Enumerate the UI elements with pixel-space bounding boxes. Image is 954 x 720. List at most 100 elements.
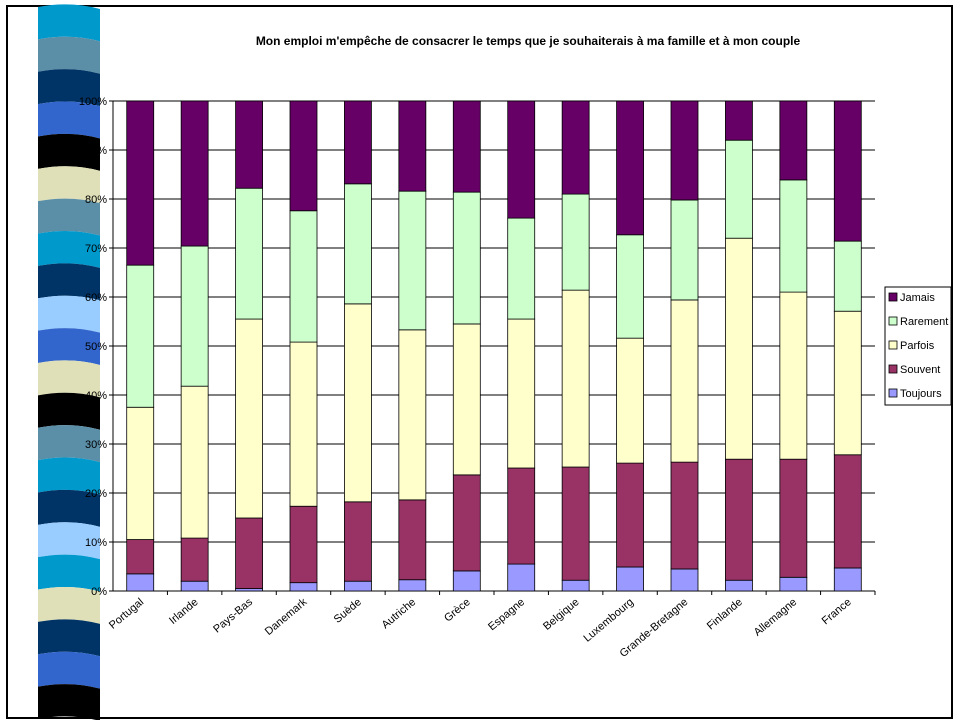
bar-segment [779,100,808,181]
bar-segment [289,100,318,212]
y-tick-label: 50% [85,341,107,353]
strip-band [38,4,100,42]
y-tick-label: 70% [85,243,107,255]
strip-band [38,684,100,720]
decorative-strip [38,4,100,720]
bar-segment [833,240,862,312]
bar-segment [833,454,862,569]
bar-segment [779,179,808,293]
bar-segment [398,579,427,592]
bar-segment [126,573,155,592]
bar-segment [507,217,536,320]
bar-segment [126,539,155,575]
bar-segment [561,579,590,592]
bar-segment [561,100,590,195]
bar-segment [833,567,862,592]
bar-segment [725,100,753,141]
bar-segment [725,458,753,581]
bar-segment [779,576,808,592]
legend-label: Toujours [900,388,942,400]
bar-segment [180,245,209,387]
bar-segment [779,291,808,460]
bar-segment [126,100,155,266]
legend-label: Parfois [900,340,935,352]
strip-band [38,295,100,333]
y-tick-label: 30% [85,439,107,451]
y-tick-label: 0% [91,586,107,598]
legend-label: Jamais [900,292,935,304]
strip-band [38,360,100,398]
bar-segment [344,580,372,592]
bar-segment [344,303,372,503]
y-tick-label: 20% [85,488,107,500]
bar-segment [180,580,209,592]
bar-segment [235,100,263,189]
bar-segment [344,183,372,305]
legend-swatch [888,292,898,302]
bar-segment [670,299,699,463]
bar-segment [507,563,536,592]
strip-band [38,522,100,560]
strip-band [38,230,100,268]
bar-segment [833,310,862,456]
bar-segment [126,264,155,408]
y-tick-label: 10% [85,537,107,549]
bar-segment [561,289,590,468]
bar-segment [616,566,644,592]
bar-segment [180,537,209,582]
strip-band [38,392,100,430]
bar-segment [452,323,481,476]
strip-band [38,166,100,204]
bar-segment [507,100,536,219]
bar-segment [670,461,699,570]
bar-segment [235,517,263,589]
bar-segment [616,337,644,464]
bar-segment [398,499,427,581]
strip-band [38,619,100,657]
strip-band [38,328,100,365]
bar-segment [616,100,644,236]
bar-segment [235,318,263,519]
strip-band [38,133,100,171]
strip-band [38,36,100,74]
bar-segment [180,385,209,539]
y-tick-label: 60% [85,292,107,304]
bar-segment [779,458,808,578]
bar-segment [616,234,644,339]
chart-title: Mon emploi m'empêche de consacrer le tem… [256,34,801,48]
strip-band [38,198,100,236]
bar-segment [452,191,481,325]
bar-segment [289,582,318,592]
bar-segment [398,100,427,192]
bar-segment [725,139,753,239]
bar-segment [725,237,753,460]
y-tick-label: 80% [85,194,107,206]
bar-segment [180,100,209,247]
bar-segment [561,193,590,291]
bar-segment [289,505,318,584]
bar-segment [833,100,862,242]
bar-segment [670,199,699,301]
bar-segment [289,341,318,507]
bar-segment [344,501,372,582]
strip-band [38,651,100,689]
bar-segment [398,190,427,331]
legend-swatch [888,388,898,398]
bar-segment [398,329,427,501]
bar-segment [725,579,753,592]
legend-swatch [888,340,898,350]
bar-segment [452,570,481,592]
bar-segment [561,466,590,581]
bar-segment [616,462,644,568]
strip-band [38,425,100,463]
strip-band [38,101,100,139]
bar-segment [126,406,155,540]
legend-label: Souvent [900,364,940,376]
bar-segment [670,100,699,201]
strip-band [38,554,100,592]
strip-band [38,489,100,527]
strip-band [38,457,100,495]
bar-segment [670,568,699,592]
